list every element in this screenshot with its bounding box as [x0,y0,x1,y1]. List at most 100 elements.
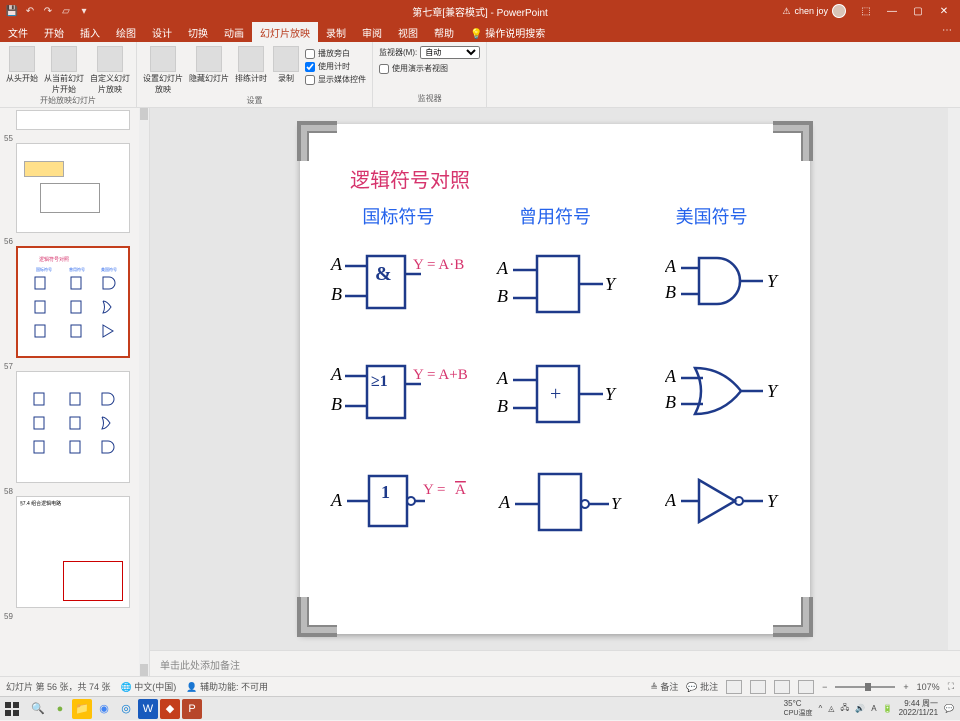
battery-icon[interactable]: 🔋 [883,704,893,713]
volume-icon[interactable]: 🔊 [855,704,865,713]
user-name: chen joy [794,6,828,16]
main-area: 55 56 逻辑符号对照 国标符号曾用符号美国符号 57 [0,108,960,676]
slide-thumb-57[interactable] [2,371,147,483]
pdf-icon[interactable]: ◆ [160,699,180,719]
zoom-level[interactable]: 107% [917,682,940,692]
svg-text:≥1: ≥1 [371,373,388,390]
avatar-icon [832,4,846,18]
rehearse-button[interactable]: 排练计时 [235,46,267,84]
qat-dropdown-icon[interactable]: ▾ [78,5,90,17]
clock[interactable]: 9:44 周一 2022/11/21 [899,700,938,718]
start-show-icon[interactable]: ▱ [60,5,72,17]
svg-text:A: A [455,482,466,498]
tab-file[interactable]: 文件 [0,22,36,42]
hide-slide-button[interactable]: 隐藏幻灯片 [189,46,229,84]
powerpoint-icon[interactable]: P [182,699,202,719]
thumbnail-pane[interactable]: 55 56 逻辑符号对照 国标符号曾用符号美国符号 57 [0,108,150,676]
svg-text:Y =: Y = [423,482,446,498]
slide-thumb-54[interactable] [2,110,147,130]
comments-toggle[interactable]: 💬 批注 [686,680,718,693]
monitor-select[interactable]: 监视器(M): 自动 [379,46,480,59]
svg-text:Y: Y [767,381,779,401]
tab-record[interactable]: 录制 [318,22,354,42]
normal-view-button[interactable] [726,680,742,694]
tab-slideshow[interactable]: 幻灯片放映 [252,22,318,42]
tell-me[interactable]: 💡 操作说明搜索 [462,22,553,42]
tab-transitions[interactable]: 切换 [180,22,216,42]
slide-canvas[interactable]: 逻辑符号对照 国标符号 曾用符号 美国符号 A B [300,124,810,634]
window-title: 第七章[兼容模式] - PowerPoint [412,4,548,19]
notes-pane[interactable]: 单击此处添加备注 [150,650,960,676]
notification-icon[interactable]: 💬 [944,704,954,713]
tab-design[interactable]: 设计 [144,22,180,42]
edge-icon[interactable]: ◎ [116,699,136,719]
gate-row-and: A B & Y = A·B [325,244,785,324]
explorer-icon[interactable]: 📁 [72,699,92,719]
user-account[interactable]: ⚠ chen joy [782,4,846,18]
redo-icon[interactable]: ↷ [42,5,54,17]
not-us-symbol: A Y [665,464,785,544]
minimize-button[interactable]: — [880,1,904,21]
custom-show-button[interactable]: 自定义幻灯片放映 [90,46,130,95]
svg-text:A: A [330,490,343,510]
from-beginning-button[interactable]: 从头开始 [6,46,38,84]
zoom-out-button[interactable]: − [822,682,827,692]
tab-view[interactable]: 视图 [390,22,426,42]
setup-show-button[interactable]: 设置幻灯片放映 [143,46,183,95]
not-old-symbol: A Y [495,464,655,544]
or-gb-symbol: A B ≥1 Y = A+B [325,354,485,434]
network-icon[interactable]: 🖧 [840,702,849,716]
reading-view-button[interactable] [774,680,790,694]
zoom-slider[interactable] [835,686,895,688]
record-button[interactable]: 录制 [273,46,299,84]
tray-up-icon[interactable]: ^ [818,704,822,713]
chrome-icon[interactable]: ◉ [94,699,114,719]
slide-thumb-58[interactable]: §7.4 组合逻辑电路 [2,496,147,608]
maximize-button[interactable]: ▢ [906,1,930,21]
tab-animations[interactable]: 动画 [216,22,252,42]
svg-text:B: B [497,396,508,416]
ime-icon[interactable]: A [871,704,876,713]
tab-insert[interactable]: 插入 [72,22,108,42]
scroll-down-icon[interactable] [140,664,148,676]
slide-thumb-55[interactable] [2,143,147,233]
ribbon-group-monitor: 监视器(M): 自动 使用演示者视图 监视器 [373,42,487,107]
search-icon[interactable]: 🔍 [28,699,48,719]
show-media-check[interactable]: 显示媒体控件 [305,74,366,85]
sorter-view-button[interactable] [750,680,766,694]
presenter-view-check[interactable]: 使用演示者视图 [379,63,448,74]
tray-icon[interactable]: ◬ [828,704,834,713]
notes-toggle[interactable]: ≜ 备注 [650,680,678,693]
tab-home[interactable]: 开始 [36,22,72,42]
language-status[interactable]: 🌐 中文(中国) [121,680,177,693]
fit-window-button[interactable]: ⛶ [948,681,954,692]
play-narration-check[interactable]: 播放旁白 [305,48,366,59]
zoom-in-button[interactable]: + [903,682,908,692]
slide-number: 56 [4,237,147,246]
slideshow-view-button[interactable] [798,680,814,694]
start-button[interactable] [0,697,24,721]
svg-text:B: B [331,284,342,304]
slide-thumb-56[interactable]: 逻辑符号对照 国标符号曾用符号美国符号 [2,246,147,358]
task-app1-icon[interactable]: ● [50,699,70,719]
system-tray: 35°CCPU温度 ^ ◬ 🖧 🔊 A 🔋 9:44 周一 2022/11/21… [784,699,960,718]
and-old-symbol: A B Y [495,244,655,324]
from-current-button[interactable]: 从当前幻灯片开始 [44,46,84,95]
use-timings-check[interactable]: 使用计时 [305,61,366,72]
save-icon[interactable]: 💾 [6,5,18,17]
tab-review[interactable]: 审阅 [354,22,390,42]
scroll-up-icon[interactable] [140,108,148,120]
accessibility-status[interactable]: 👤 辅助功能: 不可用 [186,680,268,693]
edit-scrollbar[interactable] [948,108,960,650]
ribbon-options-button[interactable]: ⬚ [854,1,878,21]
thumb-scrollbar[interactable] [139,108,149,676]
col-old: 曾用符号 [519,203,591,229]
close-button[interactable]: ✕ [932,1,956,21]
tab-draw[interactable]: 绘图 [108,22,144,42]
svg-text:Y: Y [767,271,779,291]
word-icon[interactable]: W [138,699,158,719]
share-icon[interactable]: ⋯ [934,22,960,42]
undo-icon[interactable]: ↶ [24,5,36,17]
tab-help[interactable]: 帮助 [426,22,462,42]
temp-indicator[interactable]: 35°CCPU温度 [784,699,813,718]
